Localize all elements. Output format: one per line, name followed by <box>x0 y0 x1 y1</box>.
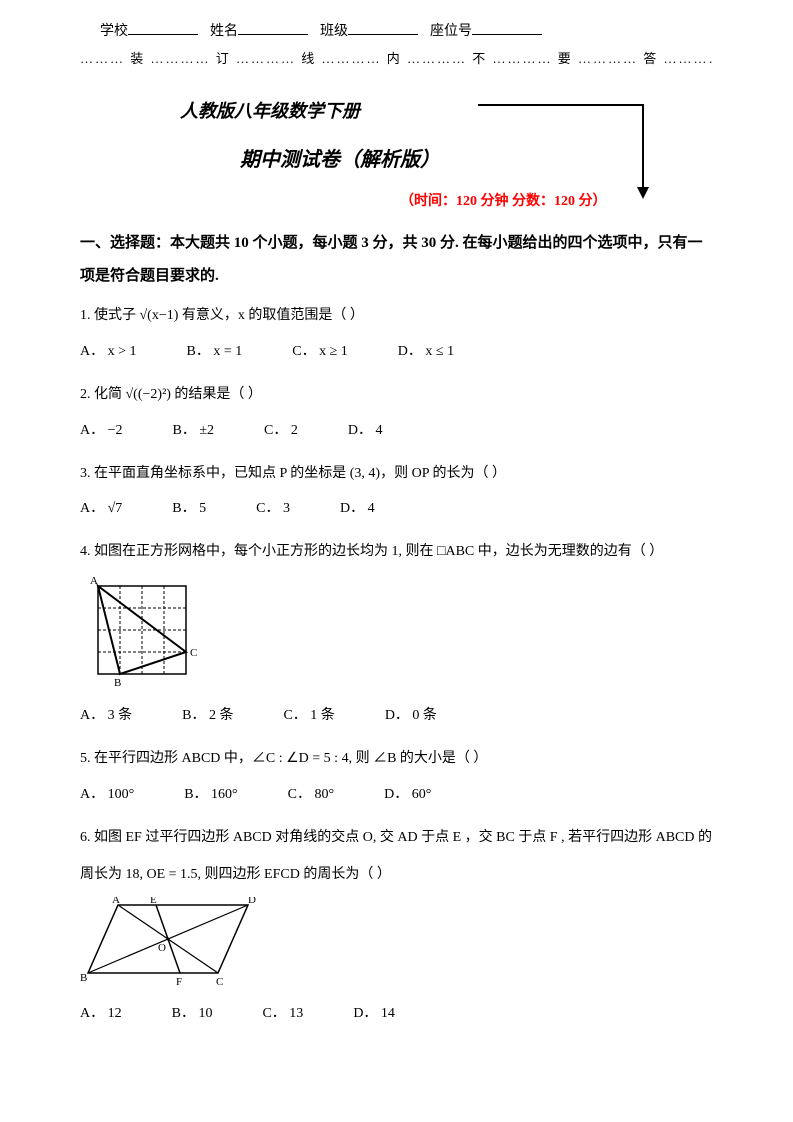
q4-label-a: A <box>90 575 98 587</box>
q6-figure: A E D B F C O <box>80 897 713 992</box>
q3-option-b[interactable]: B． 5 <box>172 495 206 523</box>
q5-option-a[interactable]: A． 100° <box>80 781 134 809</box>
q6-text-b: 周长为 18, OE = 1.5, 则四边形 EFCD 的周长为（ ） <box>80 860 713 891</box>
q1-option-d[interactable]: D． x ≤ 1 <box>398 338 454 366</box>
title-arrow-icon <box>473 97 663 207</box>
q3-option-d[interactable]: D． 4 <box>340 495 375 523</box>
q6-label-o: O <box>158 942 166 954</box>
q5-option-d[interactable]: D． 60° <box>384 781 431 809</box>
q6-text-a: 6. 如图 EF 过平行四边形 ABCD 对角线的交点 O, 交 AD 于点 E… <box>80 823 713 854</box>
binding-line: ……… 装 ………… 订 ………… 线 ………… 内 ………… 不 ………… 要… <box>80 48 713 67</box>
q1-option-c[interactable]: C． x ≥ 1 <box>292 338 348 366</box>
q4-options: A． 3 条 B． 2 条 C． 1 条 D． 0 条 <box>80 702 713 730</box>
blank-class[interactable] <box>348 21 418 35</box>
q6-option-c[interactable]: C． 13 <box>262 1000 303 1028</box>
q1-options: A． x > 1 B． x = 1 C． x ≥ 1 D． x ≤ 1 <box>80 338 713 366</box>
blank-name[interactable] <box>238 21 308 35</box>
q6-label-c: C <box>216 976 223 987</box>
q2-text: 2. 化简 √((−2)²) 的结果是（ ） <box>80 380 713 411</box>
q4-grid-icon: A B C <box>80 574 220 689</box>
q1-option-a[interactable]: A． x > 1 <box>80 338 137 366</box>
q4-figure: A B C <box>80 574 713 694</box>
blank-seat[interactable] <box>472 21 542 35</box>
q4-label-c: C <box>190 647 197 659</box>
title-block: 人教版八年级数学下册 期中测试卷（解析版） （时间：120 分钟 分数：120 … <box>180 97 673 217</box>
label-school: 学校 <box>100 20 128 40</box>
field-school: 学校 <box>100 20 198 40</box>
q6-label-b: B <box>80 972 87 984</box>
q1-option-b[interactable]: B． x = 1 <box>187 338 243 366</box>
q2-option-d[interactable]: D． 4 <box>348 417 383 445</box>
q2-option-b[interactable]: B． ±2 <box>173 417 215 445</box>
blank-school[interactable] <box>128 21 198 35</box>
q3-options: A． √7 B． 5 C． 3 D． 4 <box>80 495 713 523</box>
q6-label-f: F <box>176 976 182 987</box>
label-seat: 座位号 <box>430 20 472 40</box>
q6-option-a[interactable]: A． 12 <box>80 1000 122 1028</box>
q2-option-c[interactable]: C． 2 <box>264 417 298 445</box>
section1-heading: 一、选择题：本大题共 10 个小题，每小题 3 分，共 30 分. 在每小题给出… <box>80 227 713 293</box>
q5-options: A． 100° B． 160° C． 80° D． 60° <box>80 781 713 809</box>
q2-option-a[interactable]: A． −2 <box>80 417 123 445</box>
q3-option-a[interactable]: A． √7 <box>80 495 122 523</box>
q5-option-b[interactable]: B． 160° <box>184 781 237 809</box>
q3-option-c[interactable]: C． 3 <box>256 495 290 523</box>
field-class: 班级 <box>320 20 418 40</box>
q6-label-d: D <box>248 897 256 906</box>
q3-text: 3. 在平面直角坐标系中，已知点 P 的坐标是 (3, 4)，则 OP 的长为（… <box>80 459 713 490</box>
q4-option-a[interactable]: A． 3 条 <box>80 702 132 730</box>
q6-label-e: E <box>150 897 157 906</box>
field-name: 姓名 <box>210 20 308 40</box>
label-class: 班级 <box>320 20 348 40</box>
q5-option-c[interactable]: C． 80° <box>288 781 334 809</box>
field-seat: 座位号 <box>430 20 542 40</box>
q4-option-c[interactable]: C． 1 条 <box>283 702 334 730</box>
q6-label-a: A <box>112 897 120 906</box>
q4-option-d[interactable]: D． 0 条 <box>385 702 437 730</box>
q2-options: A． −2 B． ±2 C． 2 D． 4 <box>80 417 713 445</box>
q6-options: A． 12 B． 10 C． 13 D． 14 <box>80 1000 713 1028</box>
q5-text: 5. 在平行四边形 ABCD 中，∠C : ∠D = 5 : 4, 则 ∠B 的… <box>80 744 713 775</box>
q4-label-b: B <box>114 677 121 689</box>
q6-parallelogram-icon: A E D B F C O <box>80 897 270 987</box>
q6-option-d[interactable]: D． 14 <box>353 1000 395 1028</box>
header-fields: 学校 姓名 班级 座位号 <box>80 20 713 40</box>
q4-option-b[interactable]: B． 2 条 <box>182 702 233 730</box>
q6-option-b[interactable]: B． 10 <box>172 1000 213 1028</box>
q4-text: 4. 如图在正方形网格中，每个小正方形的边长均为 1, 则在 □ABC 中，边长… <box>80 537 713 568</box>
q1-text: 1. 使式子 √(x−1) 有意义，x 的取值范围是（ ） <box>80 301 713 332</box>
label-name: 姓名 <box>210 20 238 40</box>
